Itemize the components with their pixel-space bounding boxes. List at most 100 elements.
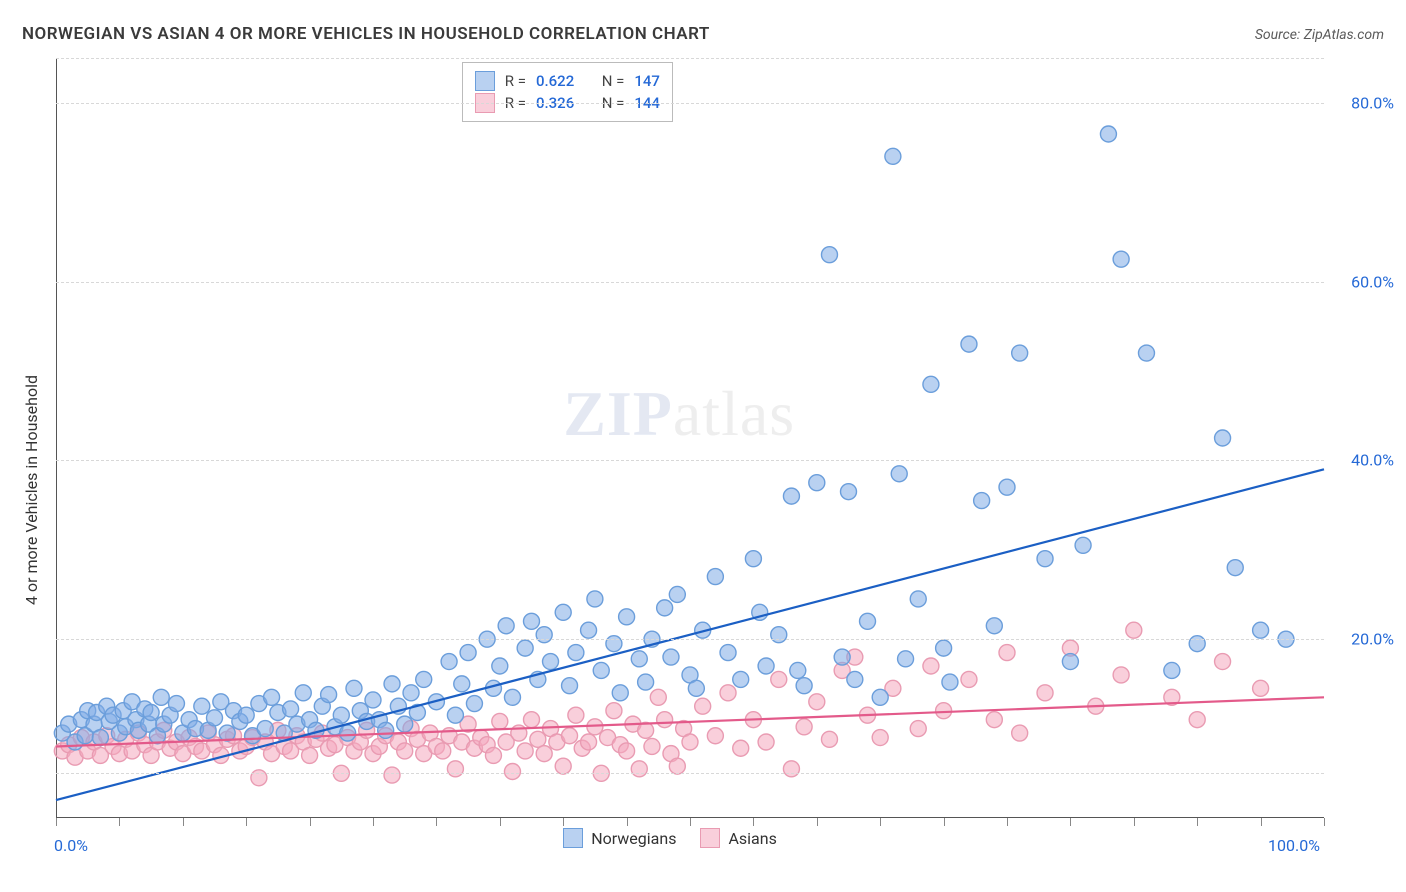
scatter-point-asians — [657, 712, 673, 728]
scatter-point-norwegians — [92, 730, 108, 746]
scatter-point-norwegians — [498, 618, 514, 634]
scatter-point-norwegians — [733, 671, 749, 687]
scatter-point-norwegians — [1253, 622, 1269, 638]
scatter-point-asians — [783, 761, 799, 777]
scatter-point-norwegians — [961, 336, 977, 352]
scatter-point-norwegians — [492, 658, 508, 674]
scatter-point-norwegians — [612, 685, 628, 701]
scatter-point-norwegians — [1189, 636, 1205, 652]
scatter-point-norwegians — [194, 698, 210, 714]
x-tick — [880, 818, 881, 826]
scatter-point-norwegians — [466, 696, 482, 712]
scatter-point-norwegians — [593, 662, 609, 678]
scatter-point-asians — [669, 758, 685, 774]
scatter-point-asians — [1215, 654, 1231, 670]
scatter-point-asians — [447, 761, 463, 777]
scatter-point-norwegians — [872, 689, 888, 705]
scatter-point-norwegians — [631, 651, 647, 667]
scatter-point-norwegians — [771, 627, 787, 643]
scatter-point-norwegians — [555, 604, 571, 620]
scatter-point-asians — [1012, 725, 1028, 741]
plot-area: ZIPatlas R =0.622 N =147R =0.326 N =144 … — [56, 58, 1324, 818]
scatter-point-norwegians — [986, 618, 1002, 634]
scatter-point-asians — [644, 738, 660, 754]
scatter-point-asians — [682, 734, 698, 750]
scatter-point-asians — [562, 728, 578, 744]
x-tick — [690, 818, 691, 826]
x-tick — [817, 818, 818, 826]
scatter-point-asians — [524, 712, 540, 728]
scatter-point-norwegians — [1062, 654, 1078, 670]
gridline — [56, 103, 1324, 104]
scatter-point-asians — [1113, 667, 1129, 683]
chart-title: NORWEGIAN VS ASIAN 4 OR MORE VEHICLES IN… — [22, 24, 710, 44]
scatter-point-norwegians — [447, 707, 463, 723]
scatter-point-norwegians — [1012, 345, 1028, 361]
x-tick — [1261, 818, 1262, 826]
legend-swatch — [700, 828, 720, 848]
scatter-point-norwegians — [885, 148, 901, 164]
y-axis-label: 4 or more Vehicles in Household — [22, 375, 41, 605]
scatter-point-norwegians — [809, 475, 825, 491]
scatter-point-norwegians — [841, 484, 857, 500]
scatter-point-norwegians — [1164, 662, 1180, 678]
scatter-point-norwegians — [403, 685, 419, 701]
scatter-point-norwegians — [796, 678, 812, 694]
scatter-point-asians — [384, 767, 400, 783]
x-tick — [500, 818, 501, 826]
x-tick — [563, 818, 564, 826]
scatter-point-norwegians — [543, 654, 559, 670]
scatter-point-asians — [517, 743, 533, 759]
scatter-point-asians — [999, 645, 1015, 661]
scatter-point-norwegians — [143, 704, 159, 720]
scatter-point-asians — [530, 731, 546, 747]
scatter-point-asians — [435, 743, 451, 759]
scatter-point-asians — [619, 743, 635, 759]
x-tick — [183, 818, 184, 826]
scatter-point-asians — [555, 758, 571, 774]
scatter-point-norwegians — [619, 609, 635, 625]
scatter-point-norwegians — [898, 651, 914, 667]
scatter-point-norwegians — [1227, 560, 1243, 576]
scatter-point-asians — [485, 747, 501, 763]
scatter-point-norwegians — [758, 658, 774, 674]
scatter-point-asians — [1126, 622, 1142, 638]
x-tick — [1070, 818, 1071, 826]
scatter-point-norwegians — [581, 622, 597, 638]
scatter-point-norwegians — [663, 649, 679, 665]
x-tick — [310, 818, 311, 826]
scatter-point-asians — [536, 746, 552, 762]
scatter-point-asians — [504, 764, 520, 780]
scatter-point-norwegians — [321, 687, 337, 703]
gridline — [56, 639, 1324, 640]
legend-swatch — [475, 71, 495, 91]
scatter-point-norwegians — [847, 671, 863, 687]
scatter-point-norwegians — [416, 671, 432, 687]
scatter-point-norwegians — [923, 376, 939, 392]
scatter-point-norwegians — [504, 689, 520, 705]
x-tick — [1324, 818, 1325, 826]
scatter-point-asians — [568, 707, 584, 723]
scatter-point-norwegians — [460, 645, 476, 661]
scatter-point-norwegians — [238, 707, 254, 723]
scatter-point-norwegians — [910, 591, 926, 607]
x-axis-max-label: 100.0% — [1268, 836, 1320, 855]
scatter-point-asians — [707, 728, 723, 744]
gridline — [56, 460, 1324, 461]
legend-item: Asians — [700, 828, 776, 848]
scatter-point-norwegians — [821, 247, 837, 263]
scatter-point-norwegians — [517, 640, 533, 656]
scatter-point-norwegians — [669, 586, 685, 602]
gridline — [56, 58, 1324, 59]
scatter-point-norwegians — [638, 674, 654, 690]
scatter-point-norwegians — [365, 692, 381, 708]
scatter-point-asians — [796, 719, 812, 735]
x-tick — [1007, 818, 1008, 826]
scatter-point-norwegians — [936, 640, 952, 656]
scatter-point-asians — [872, 730, 888, 746]
scatter-point-norwegians — [397, 716, 413, 732]
legend-row: R =0.622 N =147 — [475, 71, 660, 91]
scatter-point-asians — [1253, 680, 1269, 696]
scatter-point-asians — [1037, 685, 1053, 701]
scatter-point-norwegians — [340, 725, 356, 741]
